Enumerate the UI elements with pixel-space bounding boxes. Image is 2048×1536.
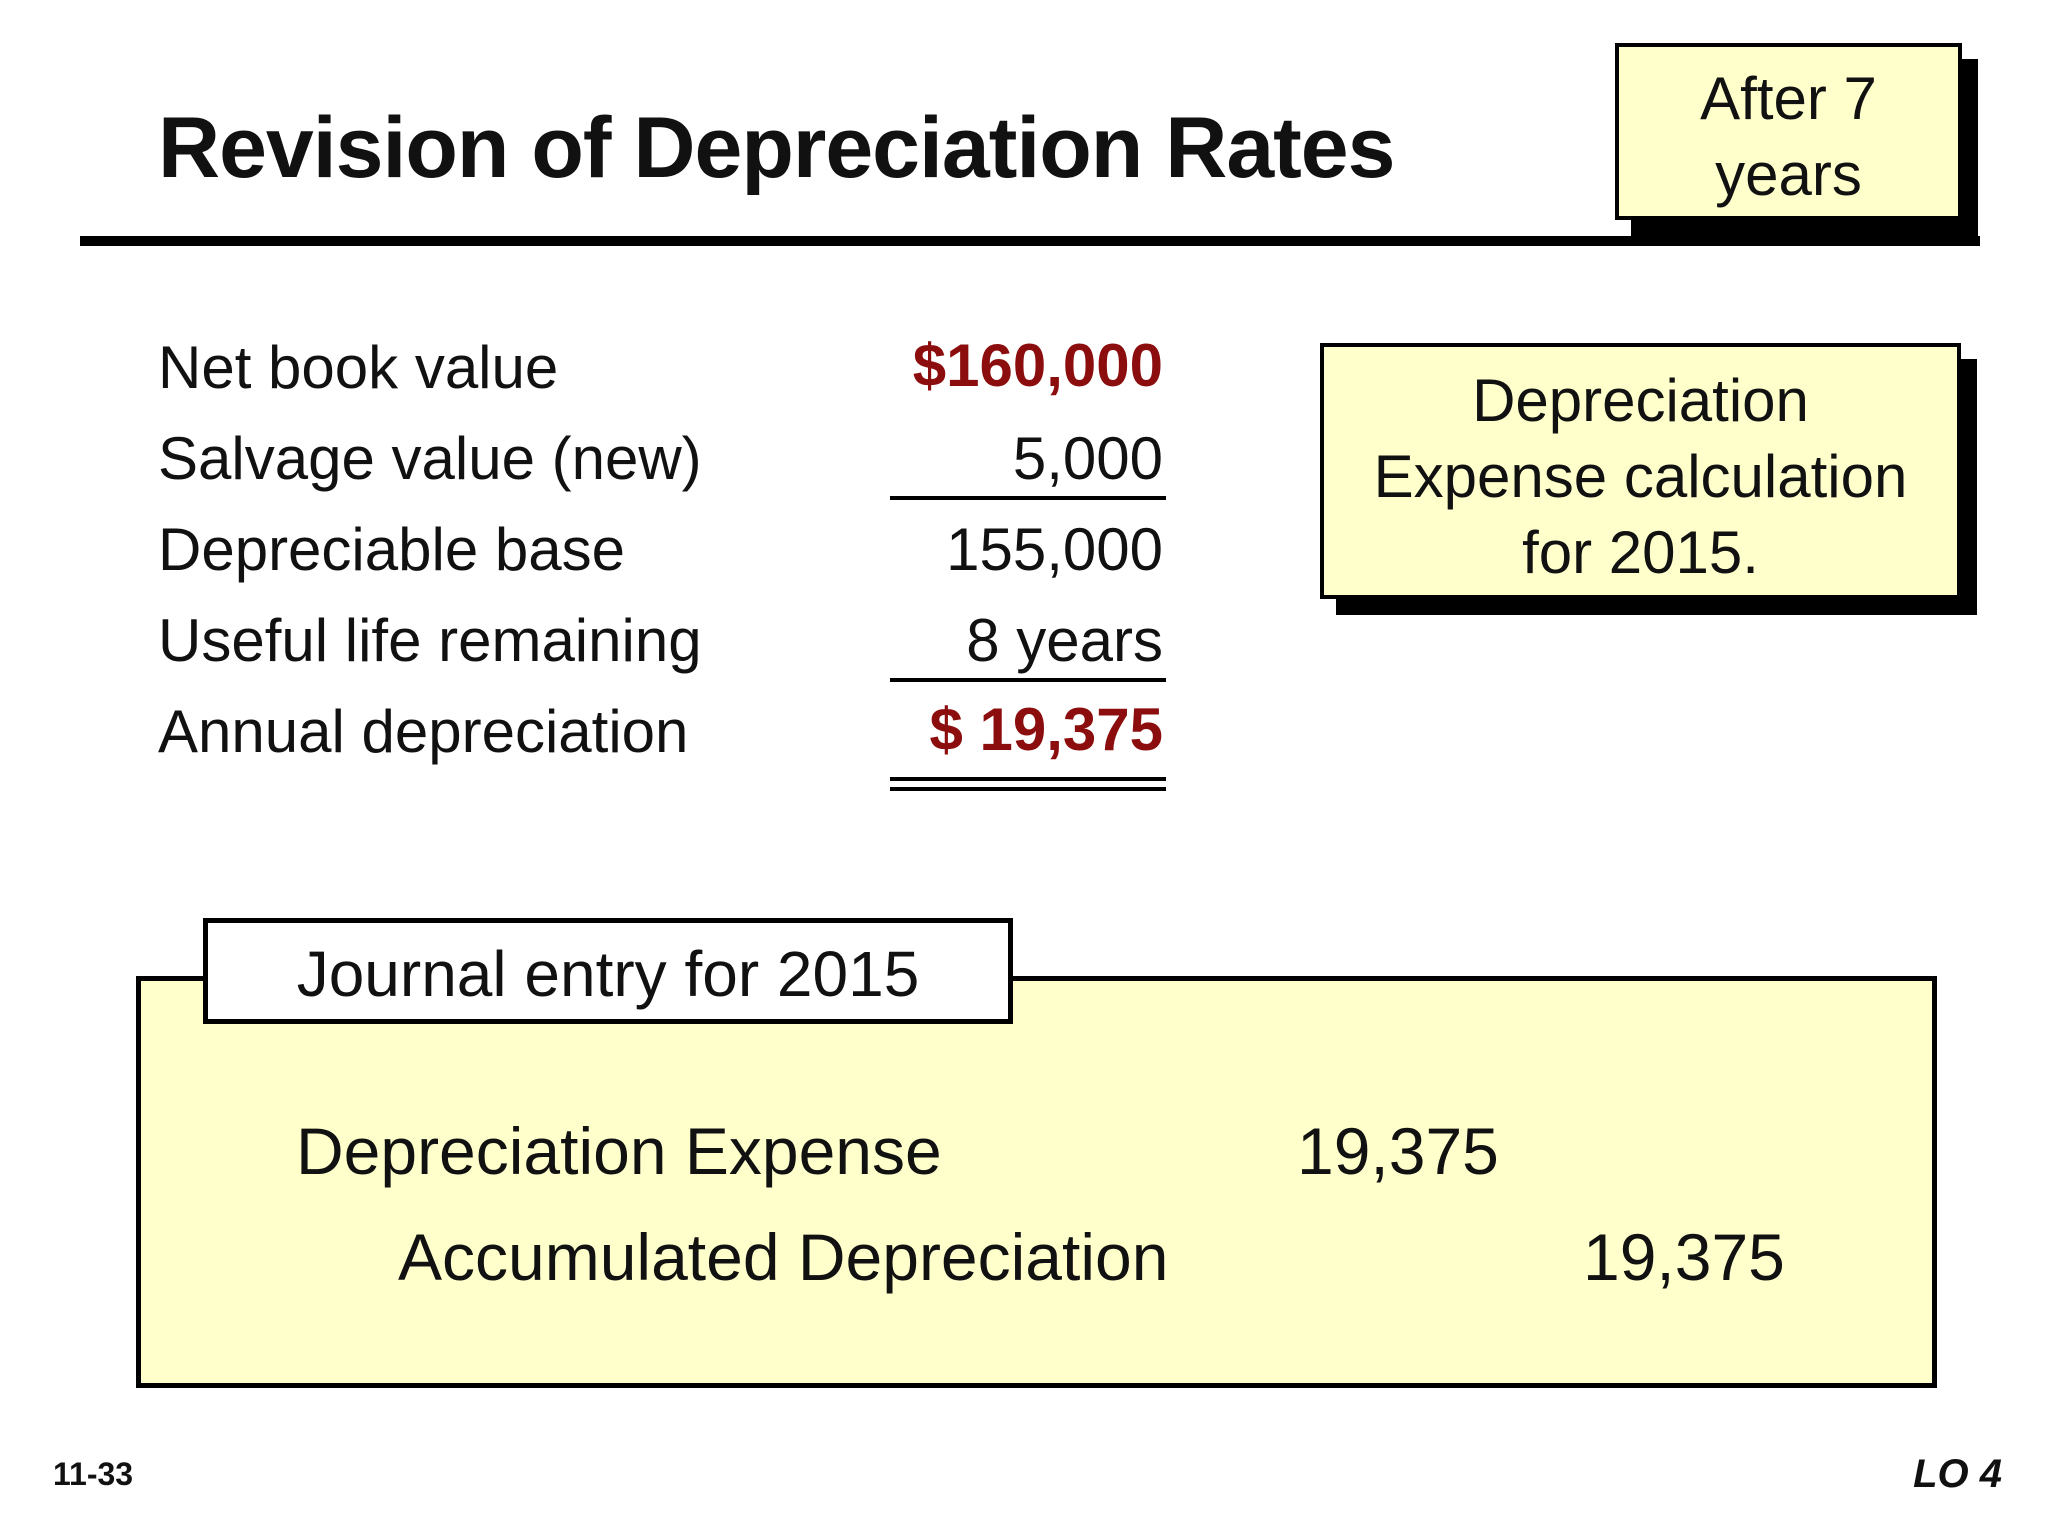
depreciable-base-label: Depreciable base [158, 516, 625, 583]
learning-objective: LO 4 [1913, 1452, 2002, 1496]
total-double-rule-bottom [890, 787, 1166, 791]
slide-title: Revision of Depreciation Rates [158, 100, 1395, 196]
useful-life-label: Useful life remaining [158, 607, 702, 674]
credit-amount: 19,375 [1583, 1220, 1785, 1294]
calculation-callout-line2: Expense calculation [1373, 443, 1908, 511]
journal-entry-heading: Journal entry for 2015 [203, 918, 1013, 1024]
calculation-callout-line3: for 2015. [1522, 519, 1759, 587]
salvage-value-label: Salvage value (new) [158, 425, 702, 492]
debit-amount: 19,375 [1297, 1114, 1499, 1188]
calculation-callout: Depreciation Expense calculation for 201… [1320, 343, 1961, 599]
slide-number: 11-33 [53, 1456, 134, 1492]
debit-account: Depreciation Expense [296, 1114, 942, 1188]
annual-depreciation-label: Annual depreciation [158, 698, 689, 765]
annual-depreciation-amount: $ 19,375 [929, 696, 1163, 763]
calculation-callout-line1: Depreciation [1472, 367, 1809, 434]
depreciable-base-amount: 155,000 [946, 516, 1163, 583]
net-book-value-amount: $160,000 [912, 332, 1163, 399]
title-underline [80, 236, 1980, 246]
net-book-value-label: Net book value [158, 334, 559, 401]
division-rule [890, 678, 1166, 682]
subtotal-rule [890, 496, 1166, 500]
after-years-callout: After 7 years [1615, 43, 1962, 220]
salvage-value-amount: 5,000 [1012, 425, 1163, 492]
useful-life-amount: 8 years [966, 607, 1163, 674]
after-years-line2: years [1715, 141, 1862, 209]
credit-account: Accumulated Depreciation [398, 1220, 1169, 1294]
total-double-rule-top [890, 777, 1166, 781]
after-years-line1: After 7 [1700, 65, 1877, 132]
journal-entry-box [136, 976, 1937, 1388]
